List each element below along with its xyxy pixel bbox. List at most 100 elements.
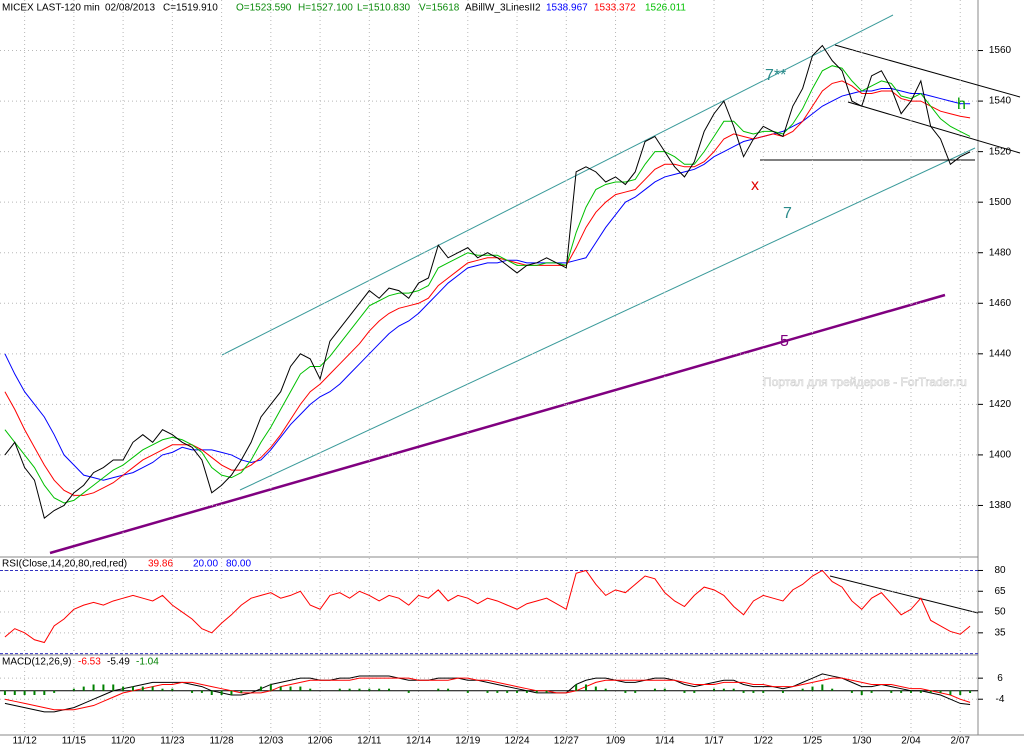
- histogram-bar: [624, 690, 627, 693]
- histogram-bar: [653, 688, 656, 691]
- histogram-bar: [112, 684, 115, 691]
- histogram-bar: [171, 688, 174, 691]
- annotation: 7: [783, 205, 792, 222]
- histogram-bar: [860, 690, 863, 695]
- histogram-bar: [969, 690, 972, 693]
- histogram-bar: [900, 690, 903, 693]
- histogram-bar: [959, 690, 962, 695]
- channel-line: [221, 14, 894, 356]
- histogram-bar: [801, 688, 804, 691]
- y-tick-label: 80: [994, 565, 1006, 576]
- ohlcv-label: L=1510.830: [357, 3, 411, 14]
- histogram-bar: [486, 690, 489, 693]
- histogram-bar: [407, 690, 410, 693]
- support-line: [49, 293, 946, 555]
- value-label: -5.49: [107, 657, 130, 668]
- x-tick-label: 1/17: [704, 736, 724, 747]
- histogram-bar: [13, 690, 16, 695]
- histogram-bar: [43, 690, 46, 695]
- value-label: 1526.011: [645, 3, 686, 14]
- histogram-bar: [191, 690, 194, 693]
- histogram-bar: [525, 690, 528, 693]
- histogram-bar: [919, 690, 922, 693]
- series-line: [4, 677, 971, 711]
- x-tick-label: 1/25: [803, 736, 823, 747]
- histogram-bar: [141, 686, 144, 691]
- histogram-bar: [131, 686, 134, 691]
- histogram-bar: [831, 688, 834, 691]
- x-tick-label: 2/07: [950, 736, 970, 747]
- y-tick-label: 1480: [989, 247, 1012, 258]
- y-tick-label: 1500: [989, 197, 1012, 208]
- y-tick-label: 1400: [989, 450, 1012, 461]
- histogram-bar: [850, 690, 853, 693]
- annotation: 5: [780, 333, 789, 350]
- y-tick-label: 1380: [989, 500, 1012, 511]
- ohlcv-label: O=1523.590: [236, 3, 292, 14]
- histogram-bar: [496, 690, 499, 693]
- y-tick-label: 1460: [989, 298, 1012, 309]
- histogram-bar: [949, 690, 952, 695]
- value-label: 1538.967: [546, 3, 588, 14]
- y-tick-label: -4: [996, 694, 1005, 705]
- histogram-bar: [299, 686, 302, 691]
- histogram-bar: [102, 684, 105, 691]
- histogram-bar: [358, 688, 361, 691]
- histogram-bar: [870, 690, 873, 693]
- x-tick-label: 12/11: [357, 736, 382, 747]
- histogram-bar: [82, 686, 85, 691]
- histogram-bar: [240, 690, 243, 693]
- histogram-bar: [437, 688, 440, 691]
- x-tick-label: 12/14: [406, 736, 431, 747]
- y-tick-label: 1520: [989, 146, 1012, 157]
- value-label: 80.00: [226, 559, 251, 570]
- y-tick-label: 1560: [989, 45, 1012, 56]
- annotation: x: [751, 177, 759, 194]
- histogram-bar: [122, 686, 125, 691]
- y-tick-label: 1540: [989, 96, 1012, 107]
- histogram-bar: [752, 690, 755, 693]
- value-label: 20.00: [193, 559, 218, 570]
- histogram-bar: [506, 690, 509, 693]
- histogram-bar: [575, 684, 578, 691]
- annotation: 7**: [765, 67, 786, 84]
- histogram-bar: [23, 690, 26, 695]
- x-tick-label: 1/22: [754, 736, 774, 747]
- x-tick-label: 11/23: [160, 736, 185, 747]
- histogram-bar: [693, 690, 696, 693]
- histogram-bar: [516, 690, 519, 693]
- rsi-title: RSI(Close,14,20,80,red,red): [2, 559, 127, 570]
- histogram-bar: [161, 688, 164, 691]
- annotation: Портал для трейдеров - ForTrader.ru: [763, 375, 967, 389]
- histogram-bar: [634, 690, 637, 693]
- value-label: 1533.372: [594, 3, 636, 14]
- histogram-bar: [683, 690, 686, 693]
- histogram-bar: [939, 690, 942, 693]
- histogram-bar: [909, 690, 912, 693]
- histogram-bar: [210, 690, 213, 695]
- y-tick-label: 1440: [989, 348, 1012, 359]
- histogram-bar: [742, 690, 745, 693]
- value-label: 39.86: [148, 559, 173, 570]
- x-tick-label: 1/30: [852, 736, 872, 747]
- series-line: [4, 87, 971, 481]
- histogram-bar: [200, 690, 203, 693]
- histogram-bar: [388, 688, 391, 691]
- histogram-bar: [811, 686, 814, 691]
- histogram-bar: [447, 688, 450, 691]
- histogram-bar: [33, 690, 36, 695]
- histogram-bar: [338, 688, 341, 691]
- y-tick-label: 35: [994, 627, 1006, 638]
- macd-title: MACD(12,26,9): [2, 657, 71, 668]
- value-label: -6.53: [78, 657, 101, 668]
- y-tick-label: 1420: [989, 399, 1012, 410]
- histogram-bar: [535, 690, 538, 693]
- histogram-bar: [151, 686, 154, 691]
- histogram-bar: [3, 690, 6, 695]
- histogram-bar: [929, 690, 932, 693]
- histogram-bar: [890, 690, 893, 693]
- x-tick-label: 11/28: [209, 736, 234, 747]
- histogram-bar: [92, 684, 95, 691]
- x-tick-label: 11/15: [62, 736, 87, 747]
